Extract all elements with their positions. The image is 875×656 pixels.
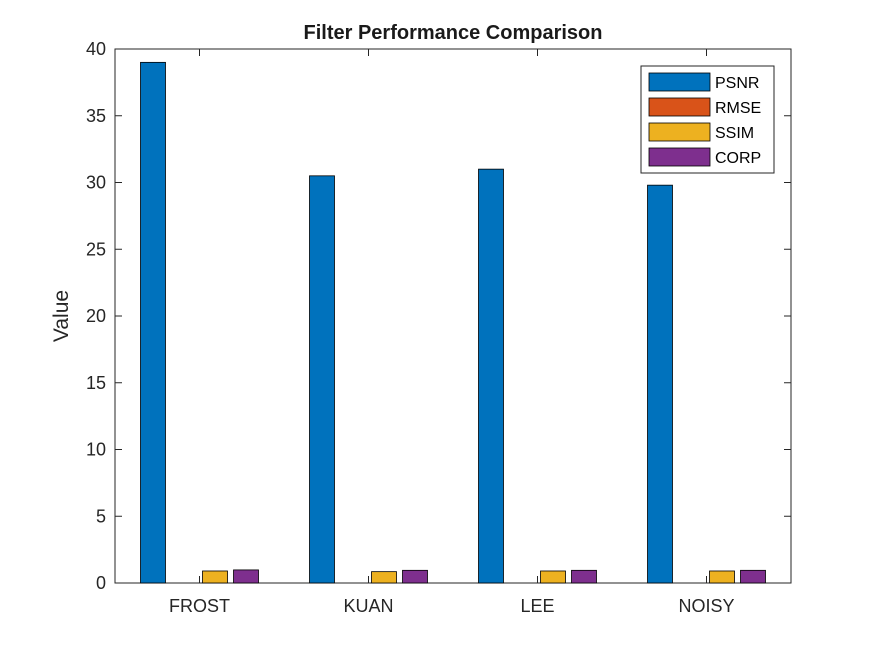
legend-label-rmse: RMSE <box>715 100 761 117</box>
legend-swatch-psnr <box>648 72 711 92</box>
bar-ssim-frost <box>202 570 228 584</box>
x-axis: FROST KUAN LEE NOISY <box>169 49 735 616</box>
y-tick-label: 0 <box>96 573 106 593</box>
y-tick-label: 40 <box>86 39 106 59</box>
bar-corp-noisy <box>740 569 766 584</box>
x-tick-label: NOISY <box>678 596 734 616</box>
plot-area: 0 5 10 15 20 25 30 35 40 FROST KUAN LEE NOISY <box>86 39 792 616</box>
x-tick-label: FROST <box>169 596 230 616</box>
bar-corp-frost <box>233 569 259 584</box>
y-tick-label: 5 <box>96 506 106 526</box>
bar-corp-lee <box>571 569 597 584</box>
bar-psnr-kuan <box>309 175 335 584</box>
bars <box>140 61 766 584</box>
bar-psnr-frost <box>140 61 166 584</box>
bar-psnr-noisy <box>647 184 673 584</box>
bar-ssim-lee <box>540 570 566 584</box>
y-axis: 0 5 10 15 20 25 30 35 40 <box>86 39 791 593</box>
legend-label-ssim: SSIM <box>715 125 754 142</box>
legend-label-corp: CORP <box>715 150 761 167</box>
legend-swatch-corp <box>648 147 711 167</box>
y-axis-label: Value <box>50 290 73 342</box>
bar-psnr-lee <box>478 168 504 584</box>
y-tick-label: 10 <box>86 440 106 460</box>
y-tick-label: 20 <box>86 306 106 326</box>
y-tick-label: 35 <box>86 106 106 126</box>
legend-swatch-ssim <box>648 122 711 142</box>
legend: PSNR RMSE SSIM CORP <box>640 65 775 174</box>
bar-corp-kuan <box>402 569 428 584</box>
y-tick-label: 25 <box>86 239 106 259</box>
bar-ssim-kuan <box>371 571 397 584</box>
x-tick-label: KUAN <box>343 596 393 616</box>
x-tick-label: LEE <box>520 596 554 616</box>
y-tick-label: 15 <box>86 373 106 393</box>
legend-swatch-rmse <box>648 97 711 117</box>
chart-title: Filter Performance Comparison <box>304 22 603 44</box>
y-tick-label: 30 <box>86 173 106 193</box>
legend-label-psnr: PSNR <box>715 75 759 92</box>
bar-ssim-noisy <box>709 570 735 584</box>
